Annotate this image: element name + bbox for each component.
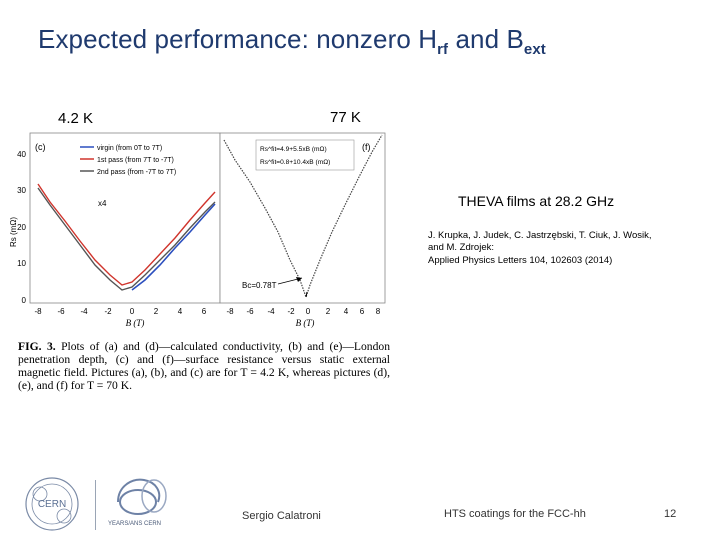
xtick-l-1: -6 [57, 307, 65, 316]
panel-c-label: (c) [35, 142, 46, 152]
title-sub-ext: ext [523, 41, 546, 58]
xtick-r-4: 0 [306, 307, 311, 316]
footer-talk-title: HTS coatings for the FCC-hh [444, 508, 586, 520]
cern-logo-icon: CERN [25, 477, 79, 531]
legend-pass2-label: 2nd pass (from -7T to 7T) [97, 169, 176, 176]
caption-text: Plots of (a) and (d)—calculated conducti… [18, 340, 390, 392]
temp-label-77k: 77 K [330, 109, 361, 126]
legend-pass1-label: 1st pass (from 7T to -7T) [97, 157, 174, 164]
anniversary-logo-text: YEARS/ANS CERN [108, 521, 161, 527]
x-ticks-left: -8 -6 -4 -2 0 2 4 6 [34, 307, 206, 316]
temp-label-4k: 4.2 K [58, 110, 94, 127]
reference-line-1: J. Krupka, J. Judek, C. Jastrzębski, T. … [428, 230, 652, 241]
y-ticks: 40 30 20 10 0 [17, 150, 26, 305]
reference-block: J. Krupka, J. Judek, C. Jastrzębski, T. … [428, 230, 688, 267]
fit-box [255, 139, 355, 171]
caption-fig-label: FIG. 3. [18, 340, 56, 353]
curve-right-panel [223, 134, 383, 299]
x-ticks-right: -8 -6 -4 -2 0 2 4 6 8 [226, 307, 380, 316]
fit-line-1: Rs^fit=4.9+5.5xB (mΩ) [260, 146, 327, 153]
xtick-l-0: -8 [34, 307, 42, 316]
reference-line-3: Applied Physics Letters 104, 102603 (201… [428, 254, 613, 266]
slide-title: Expected performance: nonzero Hrf and Be… [38, 24, 546, 58]
ytick-10: 10 [17, 259, 26, 268]
curve-pass2-left [37, 187, 216, 291]
footer-presenter: Sergio Calatroni [242, 510, 321, 522]
ytick-0: 0 [22, 296, 27, 305]
bc-arrowhead [296, 277, 302, 282]
x-axis-label-right: B (T) [296, 318, 315, 328]
xtick-r-1: -6 [246, 307, 254, 316]
ytick-40: 40 [17, 150, 26, 159]
xtick-l-3: -2 [104, 307, 112, 316]
panel-c-frame [29, 132, 221, 304]
xtick-r-2: -4 [267, 307, 275, 316]
panel-f-label: (f) [362, 142, 371, 152]
xtick-l-5: 2 [154, 307, 159, 316]
ytick-30: 30 [17, 186, 26, 195]
ytick-20: 20 [17, 223, 26, 232]
y-axis-label: Rs (mΩ) [10, 217, 18, 247]
xtick-l-7: 6 [202, 307, 207, 316]
footer-page-number: 12 [664, 508, 677, 520]
xtick-r-5: 2 [326, 307, 331, 316]
xtick-r-8: 8 [376, 307, 381, 316]
footer-divider [95, 480, 96, 530]
legend: virgin (from 0T to 7T) 1st pass (from 7T… [80, 145, 176, 176]
title-mid: and B [448, 24, 524, 54]
curve-virgin-left [131, 203, 216, 291]
xtick-r-7: 6 [360, 307, 365, 316]
cern-logo-text: CERN [38, 499, 66, 510]
legend-virgin-label: virgin (from 0T to 7T) [97, 145, 162, 152]
theva-label: THEVA films at 28.2 GHz [458, 193, 615, 209]
reference-line-2: and M. Zdrojek: [428, 242, 494, 254]
xtick-r-3: -2 [287, 307, 295, 316]
title-sub-rf: rf [437, 41, 449, 58]
figure-caption: FIG. 3. Plots of (a) and (d)—calculated … [18, 340, 390, 392]
bc-label: Bc=0.78T [242, 281, 277, 290]
fit-line-2: Rs^fit=0.8+10.4xB (mΩ) [260, 159, 330, 166]
x4-label: x4 [98, 199, 107, 208]
surface-resistance-figure: 40 30 20 10 0 Rs (mΩ) -8 -6 -4 -2 0 2 4 … [10, 132, 386, 328]
x-axis-label-left: B (T) [126, 318, 145, 328]
xtick-r-0: -8 [226, 307, 234, 316]
curve-pass1-left [37, 183, 216, 286]
xtick-l-2: -4 [80, 307, 88, 316]
xtick-r-6: 4 [344, 307, 349, 316]
xtick-l-6: 4 [178, 307, 183, 316]
title-main: Expected performance: nonzero H [38, 24, 438, 54]
xtick-l-4: 0 [130, 307, 135, 316]
anniversary-logo-icon: YEARS/ANS CERN [108, 478, 167, 527]
